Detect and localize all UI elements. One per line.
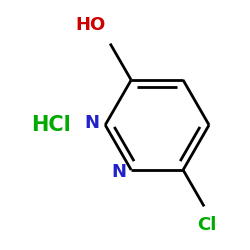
Text: N: N xyxy=(112,164,127,182)
Text: HO: HO xyxy=(75,16,105,34)
Text: N: N xyxy=(84,114,99,132)
Text: Cl: Cl xyxy=(197,216,216,234)
Text: HCl: HCl xyxy=(31,115,71,135)
